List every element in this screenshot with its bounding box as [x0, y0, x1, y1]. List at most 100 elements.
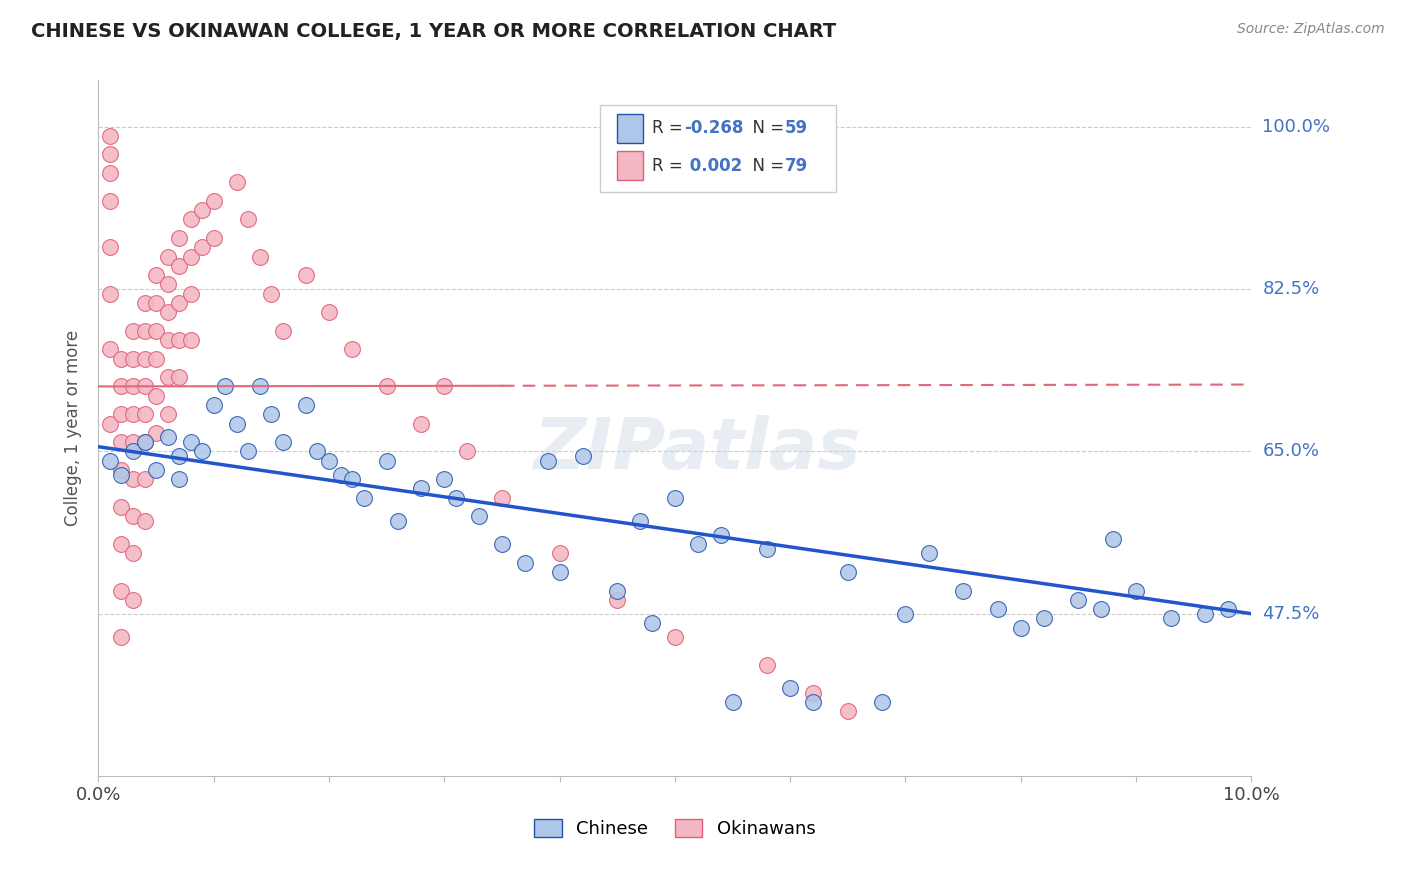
- Point: [249, 379, 271, 393]
- Point: [756, 541, 779, 556]
- Point: [98, 166, 121, 180]
- Point: [122, 351, 145, 366]
- Point: [375, 379, 398, 393]
- Point: [122, 444, 145, 458]
- Point: [180, 286, 202, 301]
- Point: [894, 607, 917, 621]
- FancyBboxPatch shape: [617, 151, 643, 180]
- Point: [122, 435, 145, 450]
- Point: [917, 546, 939, 560]
- Point: [167, 472, 190, 486]
- Point: [1218, 602, 1240, 616]
- Point: [98, 128, 121, 143]
- Point: [122, 546, 145, 560]
- Point: [225, 417, 247, 431]
- Point: [98, 417, 121, 431]
- Point: [641, 615, 664, 630]
- Point: [872, 695, 894, 709]
- Point: [238, 212, 260, 227]
- Point: [134, 351, 156, 366]
- Point: [122, 324, 145, 338]
- Point: [202, 194, 225, 208]
- Point: [387, 514, 409, 528]
- Point: [145, 389, 167, 403]
- Point: [548, 546, 571, 560]
- Point: [180, 250, 202, 264]
- Point: [1102, 533, 1125, 547]
- Point: [238, 444, 260, 458]
- Point: [721, 695, 744, 709]
- Point: [122, 379, 145, 393]
- Point: [1090, 602, 1112, 616]
- Point: [318, 453, 340, 467]
- Point: [156, 407, 179, 421]
- Point: [307, 444, 329, 458]
- Point: [156, 333, 179, 347]
- Point: [98, 286, 121, 301]
- Text: 79: 79: [785, 157, 807, 175]
- Text: R =: R =: [652, 120, 688, 137]
- Text: CHINESE VS OKINAWAN COLLEGE, 1 YEAR OR MORE CORRELATION CHART: CHINESE VS OKINAWAN COLLEGE, 1 YEAR OR M…: [31, 22, 837, 41]
- Point: [837, 565, 859, 579]
- Point: [110, 379, 132, 393]
- Point: [145, 268, 167, 282]
- Point: [779, 681, 801, 695]
- Point: [606, 583, 628, 598]
- Point: [110, 407, 132, 421]
- Point: [537, 453, 560, 467]
- Point: [260, 407, 283, 421]
- Point: [110, 537, 132, 551]
- Point: [664, 630, 686, 644]
- Point: [329, 467, 352, 482]
- Point: [987, 602, 1010, 616]
- Point: [225, 175, 247, 189]
- Point: [340, 343, 363, 357]
- Point: [180, 333, 202, 347]
- Text: 65.0%: 65.0%: [1263, 442, 1319, 460]
- Point: [122, 509, 145, 524]
- Point: [375, 453, 398, 467]
- Point: [122, 592, 145, 607]
- Point: [271, 435, 294, 450]
- Point: [110, 351, 132, 366]
- FancyBboxPatch shape: [617, 113, 643, 143]
- Point: [98, 343, 121, 357]
- Text: N =: N =: [742, 157, 789, 175]
- Point: [167, 449, 190, 463]
- Point: [145, 351, 167, 366]
- Point: [1067, 592, 1090, 607]
- Point: [167, 296, 190, 310]
- Point: [468, 509, 491, 524]
- FancyBboxPatch shape: [600, 104, 837, 192]
- Point: [491, 537, 513, 551]
- Text: 82.5%: 82.5%: [1263, 280, 1320, 298]
- Point: [686, 537, 709, 551]
- Point: [1194, 607, 1216, 621]
- Point: [202, 398, 225, 412]
- Point: [710, 528, 733, 542]
- Text: 0.002: 0.002: [685, 157, 742, 175]
- Point: [134, 407, 156, 421]
- Point: [1010, 621, 1032, 635]
- Point: [156, 277, 179, 292]
- Point: [411, 482, 433, 496]
- Point: [411, 417, 433, 431]
- Point: [801, 695, 824, 709]
- Point: [122, 407, 145, 421]
- Point: [191, 203, 214, 218]
- Point: [167, 231, 190, 245]
- Point: [110, 463, 132, 477]
- Point: [180, 212, 202, 227]
- Point: [433, 379, 456, 393]
- Point: [295, 398, 318, 412]
- Point: [122, 472, 145, 486]
- Point: [134, 324, 156, 338]
- Point: [134, 296, 156, 310]
- Text: 59: 59: [785, 120, 807, 137]
- Point: [134, 514, 156, 528]
- Point: [98, 194, 121, 208]
- Text: 100.0%: 100.0%: [1263, 118, 1330, 136]
- Point: [433, 472, 456, 486]
- Point: [110, 583, 132, 598]
- Point: [110, 467, 132, 482]
